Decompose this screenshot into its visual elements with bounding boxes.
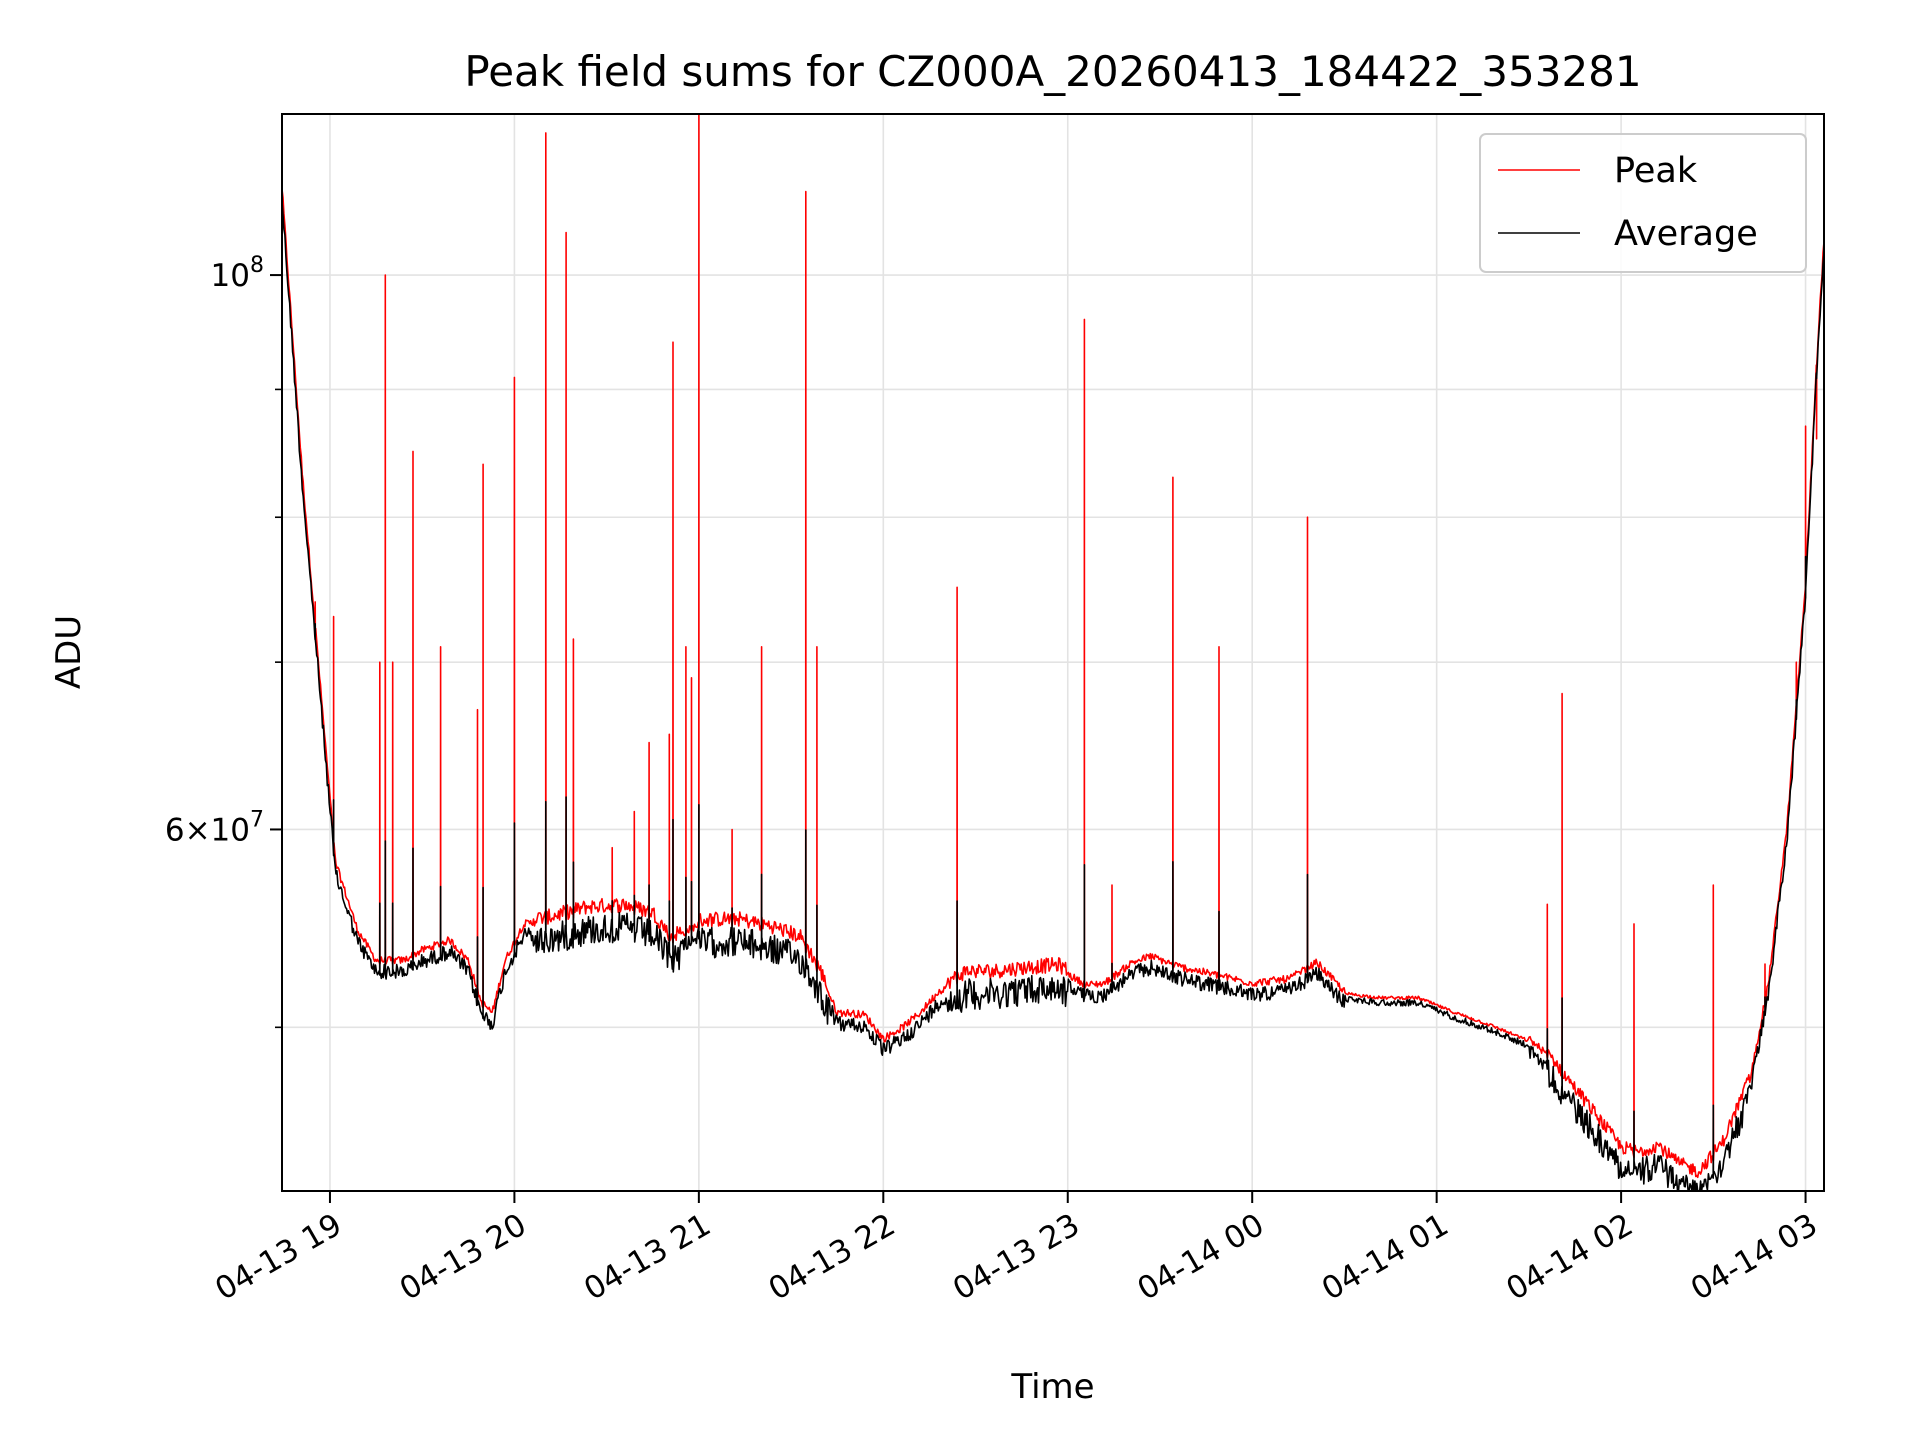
series-layer bbox=[281, 113, 1825, 1192]
y-tick-label: 108 bbox=[211, 253, 264, 294]
grid-layer bbox=[282, 114, 1824, 1191]
chart-title: Peak field sums for CZ000A_20260413_1844… bbox=[464, 47, 1641, 96]
plot-frame bbox=[281, 113, 1825, 1192]
x-axis-label: Time bbox=[1010, 1367, 1094, 1407]
legend-peak-label: Peak bbox=[1614, 151, 1698, 191]
legend: Peak Average bbox=[1479, 133, 1807, 273]
y-tick-label: 6×107 bbox=[165, 807, 264, 848]
average-series-line bbox=[281, 201, 1825, 1192]
peak-series-line bbox=[281, 113, 1825, 1179]
plot-background bbox=[282, 114, 1824, 1191]
legend-average-label: Average bbox=[1614, 214, 1758, 254]
y-axis-label: ADU bbox=[49, 615, 89, 689]
legend-box bbox=[1479, 133, 1807, 273]
